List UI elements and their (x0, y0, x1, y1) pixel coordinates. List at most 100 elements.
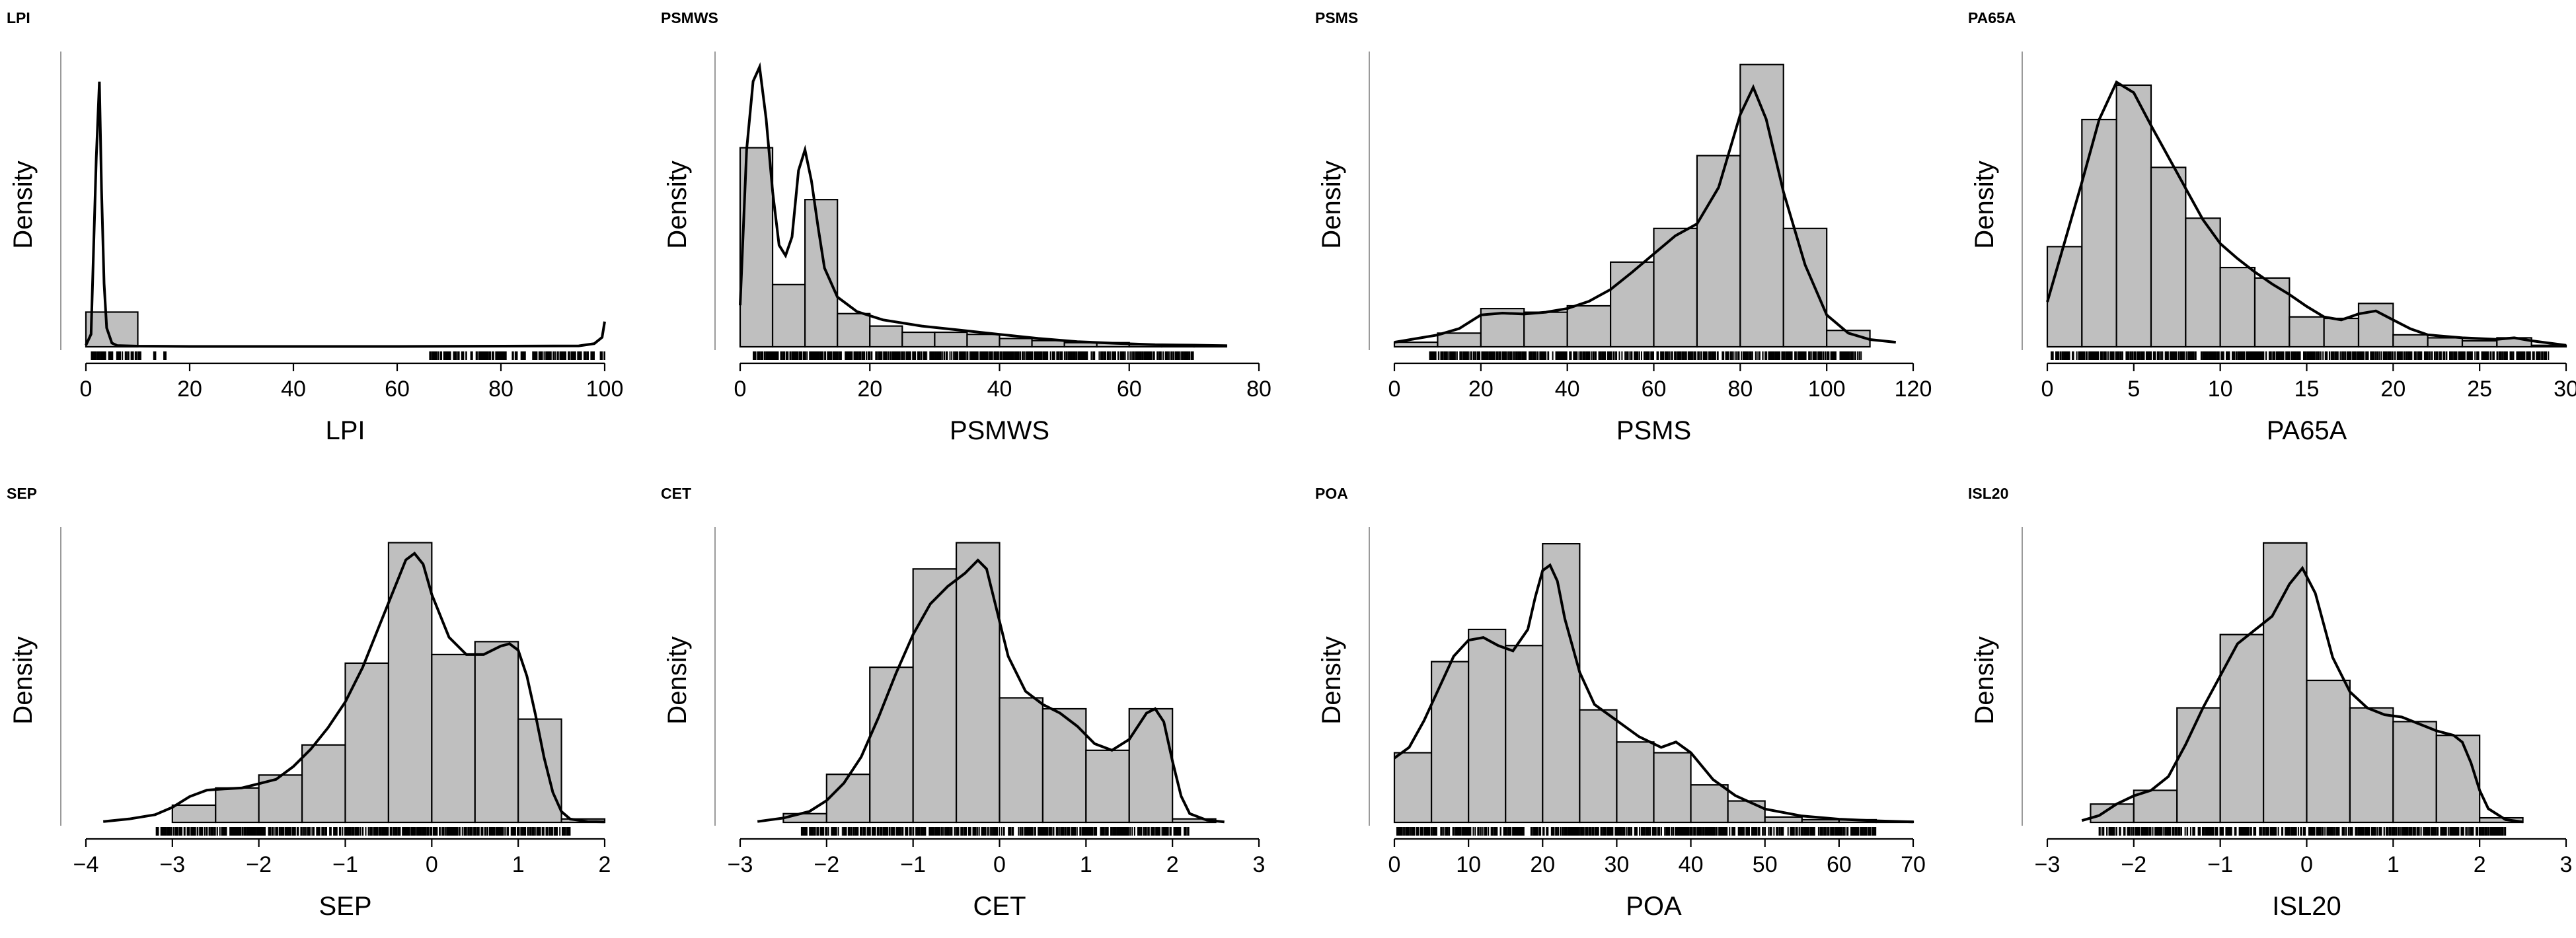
histogram-bar (999, 697, 1044, 824)
histogram-chart: Density 0 20 40 60 80 PSMWS (663, 52, 1271, 445)
histogram-chart: Density 0 10 20 30 40 50 60 70 POA (1317, 527, 1926, 921)
panel-title: LPI (7, 9, 30, 26)
histogram-bar (2046, 246, 2083, 348)
histogram-bar (869, 325, 903, 348)
x-tick-label: 20 (177, 377, 202, 402)
density-curve (757, 558, 1225, 824)
x-tick-label: 0 (734, 377, 747, 402)
histogram-bar (2323, 317, 2360, 348)
histogram-chart: Density 0 5 10 15 20 25 30 PA65A (1970, 52, 2576, 445)
histogram-bar (2219, 266, 2256, 348)
x-tick-label: 2 (1166, 852, 1179, 877)
x-tick-label: 60 (385, 377, 410, 402)
histogram-bar (1468, 628, 1507, 824)
histogram-bar (2262, 542, 2308, 824)
rug-marks (753, 351, 1194, 360)
density-curve (2046, 80, 2567, 347)
x-tick-label: 0 (426, 852, 438, 877)
x-axis-title: CET (973, 892, 1026, 921)
x-tick-label: 10 (2208, 377, 2233, 402)
histogram-chart: Density 0 20 40 60 80 100 LPI (9, 52, 623, 445)
histogram-bar (1437, 332, 1482, 348)
x-tick-label: 0 (2041, 377, 2054, 402)
x-tick-label: 0 (80, 377, 93, 402)
panel-cet: CET Density −3 −2 −1 0 1 2 3 CET (654, 476, 1308, 938)
x-tick-label: 80 (1727, 377, 1753, 402)
y-axis-title: Density (1970, 636, 1999, 724)
x-tick-label: 0 (2300, 852, 2313, 877)
x-tick-label: 20 (857, 377, 882, 402)
x-tick-label: 120 (1895, 377, 1932, 402)
histogram-bar (2306, 679, 2351, 824)
x-tick-label: 1 (2387, 852, 2400, 877)
histogram-bar (1653, 227, 1698, 348)
y-axis-title: Density (663, 161, 692, 248)
histogram-bar (999, 338, 1033, 348)
histogram-chart: Density −4 −3 −2 −1 0 1 2 SEP (9, 527, 611, 921)
x-tick-label: −3 (159, 852, 185, 877)
x-tick-label: −1 (2207, 852, 2233, 877)
rug-marks (91, 351, 605, 360)
histogram-bar (1764, 816, 1803, 824)
x-tick-label: 40 (1555, 377, 1580, 402)
x-tick-label: 60 (1117, 377, 1142, 402)
histogram-bar (1085, 749, 1130, 824)
density-curve (1394, 84, 1897, 344)
histogram-bar (966, 334, 1001, 348)
histogram-bar (1505, 645, 1544, 824)
histogram-bar (387, 542, 433, 824)
y-axis-title: Density (663, 636, 692, 724)
histogram-chart: Density −3 −2 −1 0 1 2 3 ISL20 (1970, 527, 2573, 921)
histogram-bar (171, 804, 217, 824)
y-axis-title: Density (9, 636, 38, 724)
histogram-bar (1566, 305, 1612, 348)
x-tick-label: 20 (1468, 377, 1494, 402)
x-tick-label: 2 (599, 852, 611, 877)
histogram-bar (2081, 118, 2117, 348)
histogram-bar (2115, 84, 2152, 348)
x-tick-label: 3 (1253, 852, 1266, 877)
x-axis-title: LPI (325, 416, 365, 445)
y-axis-title: Density (1970, 161, 1999, 248)
histogram-bar (1801, 818, 1840, 824)
x-tick-label: 3 (2560, 852, 2573, 877)
x-axis-title: PSMS (1616, 416, 1691, 445)
panel-title: CET (661, 485, 691, 502)
x-axis-title: PSMWS (950, 416, 1049, 445)
histogram-bar (1393, 752, 1433, 824)
density-curve (739, 61, 1227, 347)
histogram-bar (825, 774, 871, 824)
x-tick-label: 1 (512, 852, 525, 877)
histogram-bar (2254, 277, 2291, 348)
x-tick-label: 60 (1827, 852, 1852, 877)
histogram-bar (1542, 543, 1581, 824)
histogram-bar (1042, 707, 1087, 824)
histogram-bar (1393, 342, 1439, 348)
rug-marks (800, 827, 1190, 836)
histogram-bar (955, 542, 1001, 824)
histogram-chart: Density 0 20 40 60 80 100 120 PSMS (1317, 52, 1932, 445)
histogram-bar (901, 331, 936, 348)
x-tick-label: −1 (900, 852, 926, 877)
histogram-chart: Density −3 −2 −1 0 1 2 3 CET (663, 527, 1266, 921)
histogram-bar (301, 744, 346, 824)
density-curve (1393, 563, 1914, 824)
x-tick-label: 10 (1456, 852, 1481, 877)
histogram-bar (2289, 316, 2325, 348)
histogram-bar (1616, 741, 1655, 824)
panel-sep: SEP Density −4 −3 −2 −1 0 1 2 SEP (0, 476, 654, 938)
histogram-bar (1782, 227, 1828, 348)
x-tick-label: −2 (814, 852, 839, 877)
histogram-bar (2392, 334, 2429, 348)
panel-title: ISL20 (1968, 485, 2009, 502)
density-curve (85, 81, 606, 348)
panel-title: PSMS (1315, 9, 1359, 26)
histogram-bar (474, 641, 519, 824)
panel-title: PA65A (1968, 9, 2016, 26)
x-axis-title: PA65A (2267, 416, 2347, 445)
rug-marks (2098, 827, 2507, 836)
histogram-bar (2176, 707, 2221, 824)
x-tick-label: 1 (1080, 852, 1092, 877)
histogram-bar (2435, 735, 2481, 824)
